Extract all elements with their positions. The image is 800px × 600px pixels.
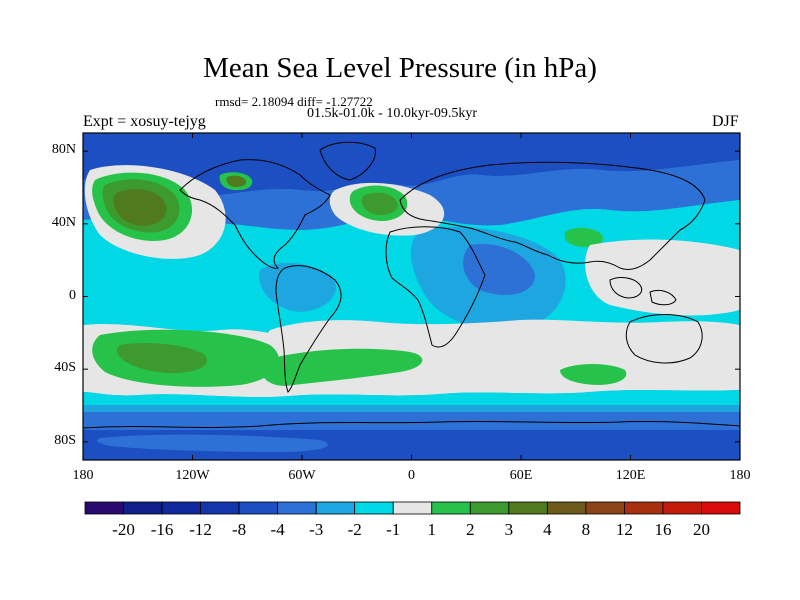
colorbar-swatch — [161, 501, 201, 515]
colorbar-swatch — [354, 501, 394, 515]
north-america-coast — [179, 159, 331, 269]
colorbar-label: -3 — [309, 520, 324, 539]
lon-tick-label: 60W — [288, 468, 316, 483]
indian-ocean-low — [463, 244, 535, 295]
colorbar-label: -1 — [386, 520, 401, 539]
south-atlantic-high — [261, 348, 423, 386]
north-pacific-high-center — [113, 189, 167, 226]
south-america-coast — [275, 265, 342, 393]
colorbar-swatch — [585, 501, 625, 515]
colorbar-swatch — [624, 501, 664, 515]
antarctic-inland-patch — [97, 434, 328, 452]
colorbar-swatch — [392, 501, 433, 515]
lat-tick-label: 40N — [51, 214, 76, 230]
north-atlantic-high-core — [361, 192, 398, 215]
colorbar-swatch — [315, 501, 356, 515]
pacific-gray-patch — [585, 239, 740, 316]
colorbar-label: -8 — [232, 520, 247, 539]
colorbar-swatch — [546, 501, 587, 515]
antarctica-coast — [83, 420, 740, 429]
colorbar-label: -16 — [150, 520, 174, 539]
lon-tick-label: 60E — [509, 468, 533, 483]
colorbar-label: 16 — [654, 520, 672, 539]
colorbar-label: 8 — [581, 520, 591, 539]
greenland-coast — [319, 141, 376, 181]
chart-title: Mean Sea Level Pressure (in hPa) — [203, 52, 597, 84]
australia-coast — [625, 314, 703, 364]
eurasia-coast — [399, 161, 706, 271]
lon-tick-label: 120E — [615, 468, 646, 483]
coastlines — [83, 141, 740, 429]
lon-tick-label: 120W — [175, 468, 210, 483]
maritime-continent-coast — [609, 277, 677, 306]
colorbar-swatch — [123, 501, 163, 515]
asian-high — [564, 227, 603, 248]
period-line: 01.5k-01.0k - 10.0kyr-09.5kyr — [307, 106, 478, 121]
season-label: DJF — [712, 113, 739, 130]
lat-tick-label: 80S — [54, 432, 76, 448]
colorbar-label: 4 — [543, 520, 552, 539]
field-layer — [83, 133, 740, 460]
colorbar-swatch — [508, 501, 548, 515]
colorbar-label: 3 — [504, 520, 514, 539]
south-pacific-high-core — [117, 343, 207, 373]
south-indian-high — [560, 364, 627, 385]
lat-tick-label: 80N — [51, 142, 76, 158]
colorbar-label: -12 — [189, 520, 212, 539]
colorbar — [84, 501, 741, 515]
antarctic-circumpolar-band — [83, 412, 740, 430]
lat-tick-label: 0 — [69, 287, 76, 303]
colorbar-swatch — [469, 501, 510, 515]
lat-tick-label: 40S — [54, 360, 76, 376]
colorbar-swatch — [701, 501, 741, 515]
axis-ticks — [82, 133, 741, 460]
colorbar-swatch — [662, 501, 702, 515]
colorbar-swatch — [277, 501, 317, 515]
colorbar-swatch — [84, 501, 124, 515]
statistics-line: rmsd= 2.18094 diff= -1.27722 — [215, 94, 373, 109]
lon-tick-label: 0 — [408, 468, 415, 483]
colorbar-swatch — [238, 501, 279, 515]
colorbar-label: -20 — [112, 520, 135, 539]
colorbar-label: 12 — [615, 520, 633, 539]
lon-tick-label: 180 — [729, 468, 751, 483]
canada-high-core — [226, 175, 247, 187]
colorbar-label: 20 — [692, 520, 710, 539]
experiment-label: Expt = xosuy-tejyg — [83, 113, 206, 130]
africa-coast — [385, 226, 486, 348]
colorbar-swatch — [431, 501, 471, 515]
lon-tick-label: 180 — [72, 468, 94, 483]
colorbar-label: -4 — [270, 520, 285, 539]
colorbar-label: 1 — [427, 520, 437, 539]
colorbar-label: 2 — [466, 520, 475, 539]
colorbar-swatch — [200, 501, 240, 515]
colorbar-label: -2 — [347, 520, 362, 539]
